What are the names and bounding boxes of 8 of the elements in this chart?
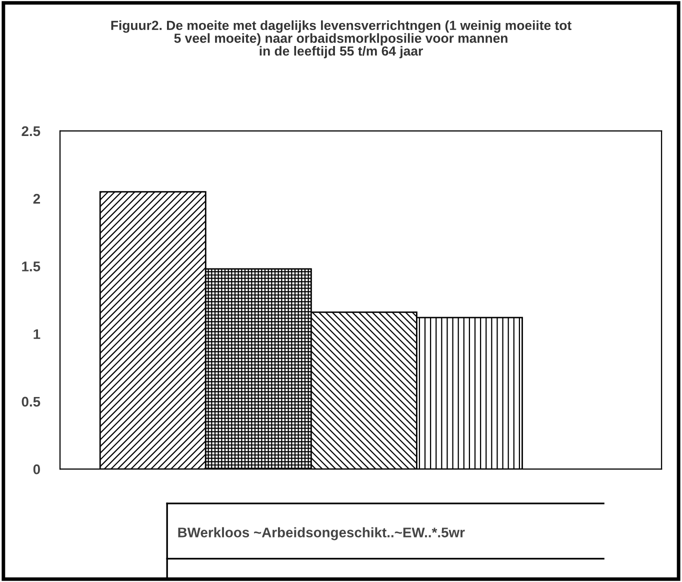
y-tick-label: 1.5 — [22, 262, 40, 272]
y-tick-label: 2.5 — [22, 126, 40, 136]
y-tick-label: 1 — [34, 329, 40, 339]
y-tick-label: 0.5 — [22, 396, 40, 407]
text: BWerkloos ~Arbeidsongeschikt..~EW..*.5wr — [178, 527, 465, 540]
chart-title: Figuur2. De moeite met dagelijks levensverrichtngen (1 weinig moeiite tot 5 veel moeite) naar orbaidsmorklposilie voor mannen in de leeftijd 55 t/m 64 jaar — [111, 20, 572, 58]
y-tick-label: 0 — [33, 464, 40, 474]
y-tick-label: 2 — [33, 194, 40, 204]
